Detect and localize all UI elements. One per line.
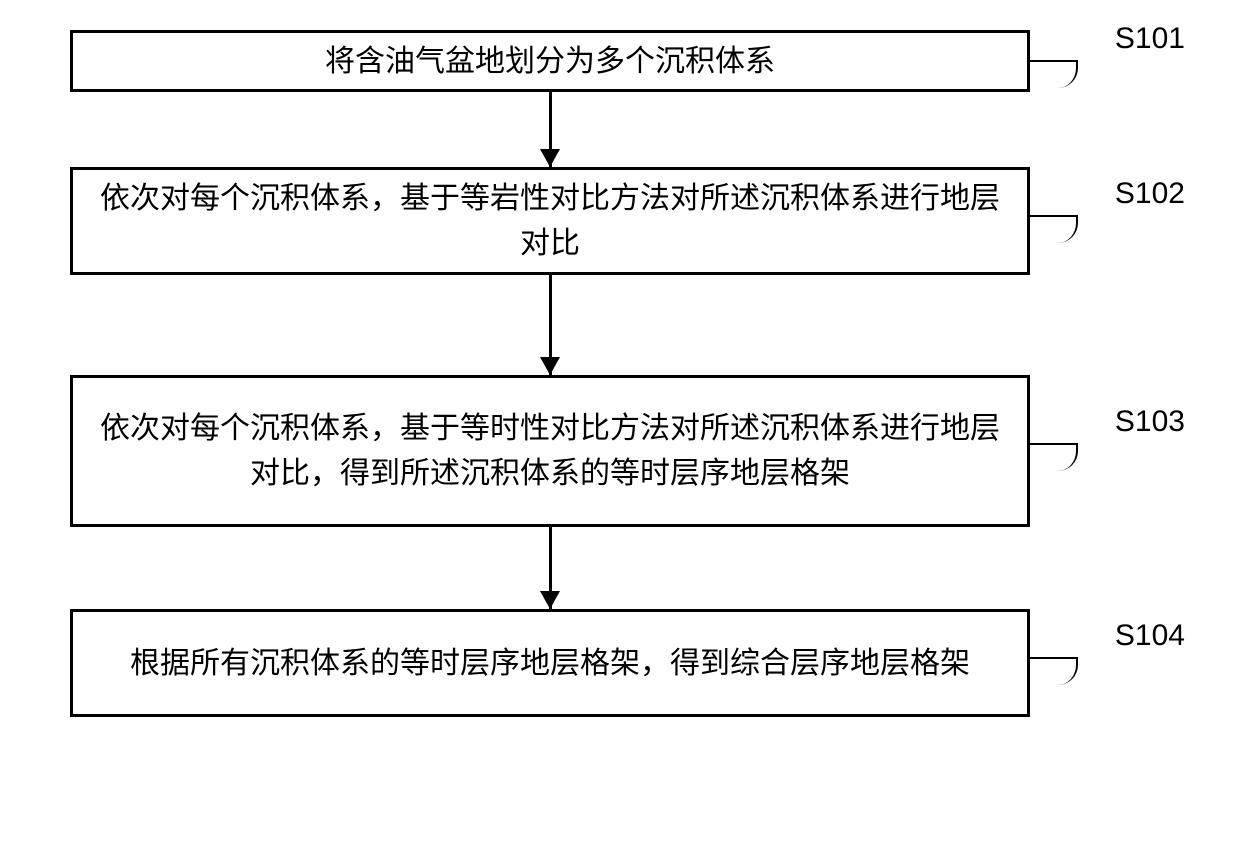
connector-4 xyxy=(1030,657,1078,685)
step-text-2: 依次对每个沉积体系，基于等岩性对比方法对所述沉积体系进行地层对比 xyxy=(93,176,1007,266)
step-container-1: 将含油气盆地划分为多个沉积体系 S101 xyxy=(70,30,1170,92)
connector-1 xyxy=(1030,60,1078,88)
step-container-2: 依次对每个沉积体系，基于等岩性对比方法对所述沉积体系进行地层对比 S102 xyxy=(70,167,1170,275)
step-text-4: 根据所有沉积体系的等时层序地层格架，得到综合层序地层格架 xyxy=(130,641,970,686)
step-text-3: 依次对每个沉积体系，基于等时性对比方法对所述沉积体系进行地层对比，得到所述沉积体… xyxy=(93,406,1007,496)
arrow-1 xyxy=(70,92,1030,167)
arrow-2 xyxy=(70,275,1030,375)
step-box-4: 根据所有沉积体系的等时层序地层格架，得到综合层序地层格架 xyxy=(70,609,1030,717)
step-label-2: S102 xyxy=(1115,177,1185,211)
connector-2 xyxy=(1030,215,1078,243)
step-text-1: 将含油气盆地划分为多个沉积体系 xyxy=(325,39,775,84)
flowchart-container: 将含油气盆地划分为多个沉积体系 S101 依次对每个沉积体系，基于等岩性对比方法… xyxy=(70,30,1170,717)
step-box-2: 依次对每个沉积体系，基于等岩性对比方法对所述沉积体系进行地层对比 xyxy=(70,167,1030,275)
arrow-3 xyxy=(70,527,1030,609)
step-container-3: 依次对每个沉积体系，基于等时性对比方法对所述沉积体系进行地层对比，得到所述沉积体… xyxy=(70,375,1170,527)
step-label-3: S103 xyxy=(1115,405,1185,439)
step-box-3: 依次对每个沉积体系，基于等时性对比方法对所述沉积体系进行地层对比，得到所述沉积体… xyxy=(70,375,1030,527)
step-container-4: 根据所有沉积体系的等时层序地层格架，得到综合层序地层格架 S104 xyxy=(70,609,1170,717)
step-label-4: S104 xyxy=(1115,619,1185,653)
step-box-1: 将含油气盆地划分为多个沉积体系 xyxy=(70,30,1030,92)
step-label-1: S101 xyxy=(1115,22,1185,56)
connector-3 xyxy=(1030,443,1078,471)
